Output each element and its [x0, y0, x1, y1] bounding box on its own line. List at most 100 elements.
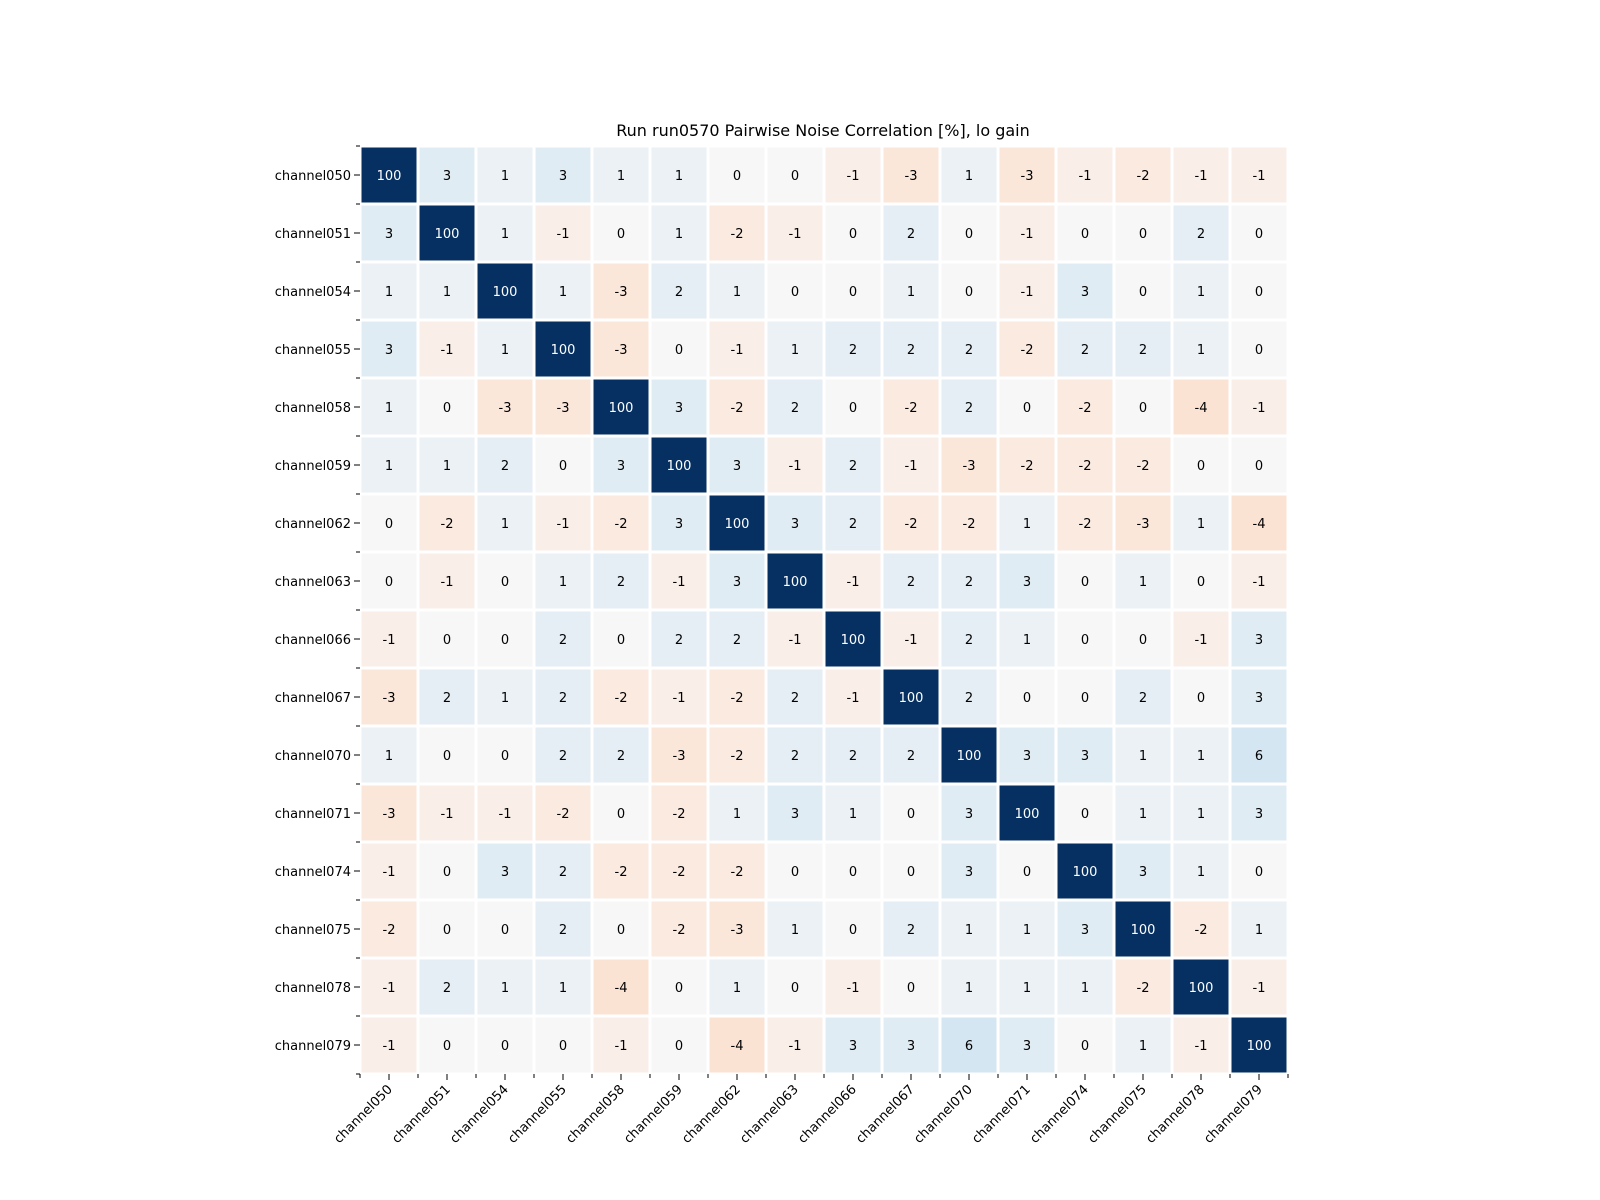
- cell-value-label: -2: [1137, 981, 1150, 996]
- heatmap-cell: [1173, 727, 1229, 783]
- cell-value-label: 3: [1255, 633, 1263, 648]
- cell-value-label: 2: [1197, 227, 1205, 242]
- y-tick-label: channel079: [275, 1039, 351, 1054]
- cell-value-label: 6: [965, 1039, 973, 1054]
- cell-value-label: 100: [667, 459, 692, 474]
- heatmap-cell: [825, 843, 881, 899]
- cell-value-label: 100: [725, 517, 750, 532]
- cell-value-label: -1: [557, 517, 570, 532]
- heatmap-cell: [825, 147, 881, 203]
- cell-value-label: 2: [443, 981, 451, 996]
- cell-value-label: 3: [1255, 807, 1263, 822]
- heatmap-cell: [1115, 553, 1171, 609]
- heatmap-cell: [999, 901, 1055, 957]
- heatmap-cell: [883, 669, 939, 725]
- heatmap-cell: [593, 147, 649, 203]
- cell-value-label: 3: [965, 807, 973, 822]
- cell-value-label: -1: [673, 575, 686, 590]
- heatmap-cell: [593, 785, 649, 841]
- cell-value-label: 2: [675, 285, 683, 300]
- heatmap-cell: [1057, 263, 1113, 319]
- heatmap-cell: [1231, 263, 1287, 319]
- cell-value-label: -2: [673, 865, 686, 880]
- heatmap-cell: [1115, 263, 1171, 319]
- heatmap-cell: [651, 205, 707, 261]
- cell-value-label: 0: [1023, 691, 1031, 706]
- heatmap-cell: [941, 1017, 997, 1073]
- cell-value-label: 100: [1247, 1039, 1272, 1054]
- heatmap-cell: [1231, 205, 1287, 261]
- cell-value-label: -2: [905, 401, 918, 416]
- cell-value-label: -1: [1195, 633, 1208, 648]
- cell-value-label: 1: [1197, 285, 1205, 300]
- cell-value-label: 1: [559, 575, 567, 590]
- heatmap-cell: [1231, 147, 1287, 203]
- heatmap-cell: [477, 147, 533, 203]
- cell-value-label: -1: [789, 633, 802, 648]
- cell-value-label: -2: [1021, 459, 1034, 474]
- cell-value-label: 1: [501, 169, 509, 184]
- heatmap-cell: [361, 785, 417, 841]
- cell-value-label: 1: [791, 343, 799, 358]
- heatmap-cell: [419, 785, 475, 841]
- heatmap-cell: [767, 611, 823, 667]
- heatmap-cell: [825, 785, 881, 841]
- cell-value-label: 2: [791, 401, 799, 416]
- x-tick-label: channel054: [447, 1082, 512, 1147]
- x-tick-label: channel074: [1027, 1082, 1092, 1147]
- heatmap-cell: [767, 843, 823, 899]
- cell-value-label: 0: [675, 981, 683, 996]
- cell-value-label: 1: [733, 981, 741, 996]
- cell-value-label: -1: [1195, 169, 1208, 184]
- y-tick-label: channel055: [275, 343, 351, 358]
- cell-value-label: 1: [1255, 923, 1263, 938]
- cell-value-label: 2: [559, 691, 567, 706]
- heatmap-cell: [767, 147, 823, 203]
- x-tick-label: channel058: [563, 1082, 628, 1147]
- cell-value-label: 3: [443, 169, 451, 184]
- cell-value-label: -1: [1195, 1039, 1208, 1054]
- heatmap-cell: [419, 959, 475, 1015]
- cell-value-label: -1: [905, 459, 918, 474]
- cell-value-label: -2: [731, 227, 744, 242]
- heatmap-cell: [651, 379, 707, 435]
- heatmap-cell: [593, 611, 649, 667]
- heatmap-cell: [419, 437, 475, 493]
- heatmap-cell: [477, 901, 533, 957]
- cell-value-label: 3: [1023, 575, 1031, 590]
- heatmap-cell: [1057, 959, 1113, 1015]
- cell-value-label: 0: [501, 575, 509, 590]
- cell-value-label: 3: [1081, 923, 1089, 938]
- heatmap-cell: [593, 727, 649, 783]
- cell-value-label: 3: [791, 517, 799, 532]
- heatmap-cell: [651, 1017, 707, 1073]
- cell-value-label: 0: [617, 807, 625, 822]
- heatmap-cell: [419, 147, 475, 203]
- heatmap-cell: [535, 959, 591, 1015]
- cell-value-label: 2: [791, 749, 799, 764]
- x-tick-label: channel079: [1201, 1082, 1266, 1147]
- cell-value-label: 100: [1073, 865, 1098, 880]
- heatmap-cell: [361, 205, 417, 261]
- cell-value-label: -1: [847, 575, 860, 590]
- heatmap-cell: [651, 959, 707, 1015]
- y-axis-labels: channel050 channel051 channel054 channel055…: [275, 145, 360, 1075]
- cell-value-label: -3: [1021, 169, 1034, 184]
- heatmap-cell: [1115, 495, 1171, 551]
- cell-value-label: 2: [559, 633, 567, 648]
- heatmap-cell: [1231, 727, 1287, 783]
- heatmap-cell: [593, 495, 649, 551]
- cell-value-label: -3: [673, 749, 686, 764]
- heatmap-cell: [593, 379, 649, 435]
- heatmap-cell: [825, 321, 881, 377]
- cell-value-label: 0: [1197, 459, 1205, 474]
- heatmap-cell: [1115, 205, 1171, 261]
- cell-value-label: -2: [615, 517, 628, 532]
- heatmap-cell: [999, 611, 1055, 667]
- heatmap-cell: [535, 843, 591, 899]
- cell-value-label: 2: [965, 575, 973, 590]
- cell-value-label: 3: [733, 575, 741, 590]
- cell-value-label: 0: [385, 517, 393, 532]
- cell-value-label: 0: [1255, 343, 1263, 358]
- heatmap-cell: [941, 321, 997, 377]
